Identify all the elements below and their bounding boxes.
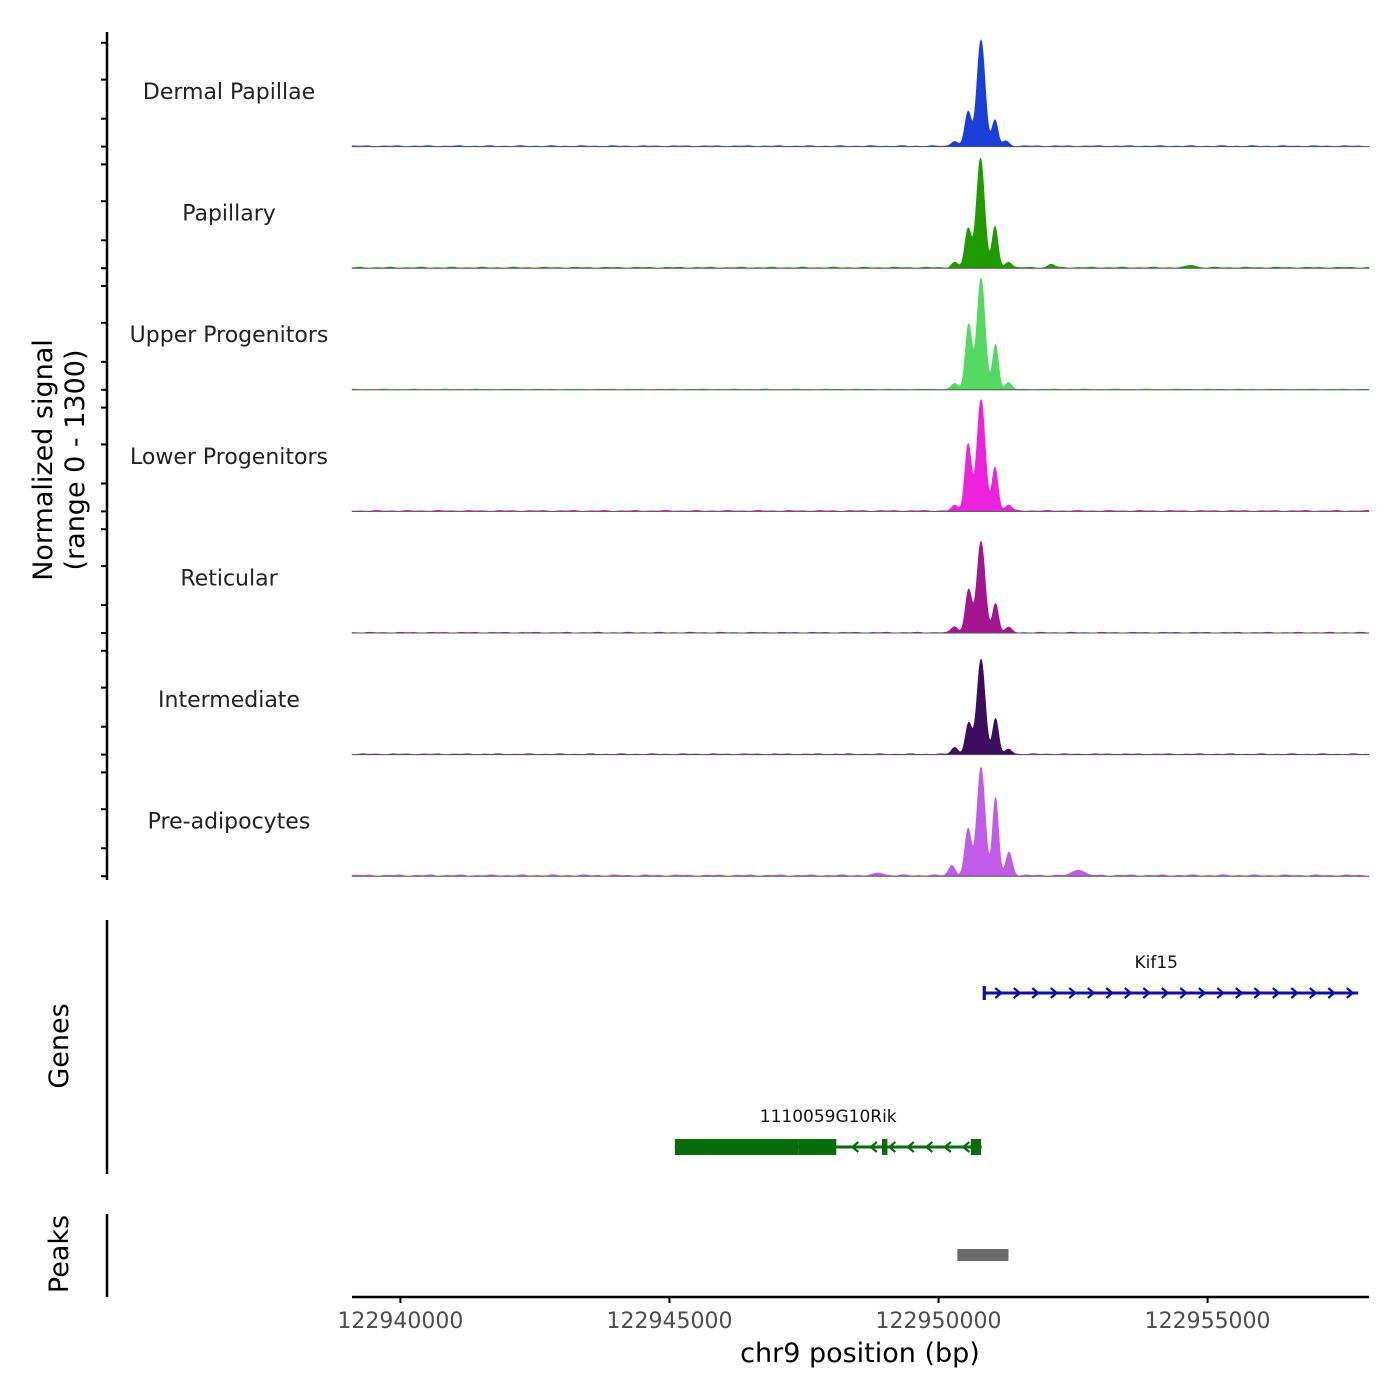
track-label: Pre-adipocytes xyxy=(148,810,311,835)
strand-arrow xyxy=(1235,987,1244,999)
strand-arrow xyxy=(1105,987,1114,999)
strand-arrow xyxy=(943,1141,952,1153)
strand-arrow xyxy=(924,1141,934,1153)
gene-label: Kif15 xyxy=(1135,953,1179,973)
signal-area xyxy=(351,399,1370,512)
peaks-axis-title: Peaks xyxy=(44,1215,75,1293)
signal-y-axis xyxy=(101,32,109,880)
gene-exon xyxy=(798,1139,837,1155)
track-label: Papillary xyxy=(182,202,276,227)
signal-area xyxy=(351,540,1370,634)
strand-arrow xyxy=(869,1141,878,1153)
track-label: Lower Progenitors xyxy=(130,445,328,470)
x-axis: 122940000 122945000 122950000 122955000 xyxy=(337,1295,1369,1334)
gene-exon xyxy=(674,1139,799,1155)
track-label: Intermediate xyxy=(158,688,300,713)
y-axis-range: (range 0 - 1300) xyxy=(60,350,91,571)
track-label: Dermal Papillae xyxy=(143,80,315,105)
gene-exon xyxy=(982,986,986,1000)
gene-exon xyxy=(882,1139,888,1155)
strand-arrow xyxy=(994,987,1003,999)
x-tick-label: 122955000 xyxy=(1145,1309,1271,1334)
x-tick-label: 122940000 xyxy=(337,1309,463,1334)
strand-arrow xyxy=(1309,987,1318,999)
x-axis-title: chr9 position (bp) xyxy=(740,1338,980,1369)
strand-arrow xyxy=(1290,987,1299,999)
peak-region xyxy=(957,1249,1009,1261)
signal-area xyxy=(351,766,1370,877)
signal-tracks: Dermal Papillae Papillary Upper Progenitor… xyxy=(130,39,1370,877)
strand-arrow xyxy=(1087,987,1096,999)
strand-arrow xyxy=(1013,987,1022,999)
strand-arrow xyxy=(1216,987,1225,999)
x-tick-label: 122945000 xyxy=(606,1309,732,1334)
strand-arrow xyxy=(1031,987,1040,999)
gene-label: 1110059G10Rik xyxy=(760,1107,897,1127)
strand-arrow xyxy=(961,1141,971,1153)
gene-annotations: Kif15 1110059G10Rik xyxy=(674,953,1359,1155)
strand-arrow xyxy=(1161,987,1170,999)
track-label: Upper Progenitors xyxy=(130,323,329,348)
strand-arrow xyxy=(1327,987,1336,999)
strand-arrow xyxy=(1142,987,1151,999)
strand-arrow xyxy=(1346,987,1355,999)
strand-arrow xyxy=(1272,987,1281,999)
genes-axis-title: Genes xyxy=(44,1003,75,1088)
strand-arrow xyxy=(1068,987,1077,999)
signal-area xyxy=(351,157,1370,269)
track-label: Reticular xyxy=(180,566,278,591)
peak-regions xyxy=(957,1249,1009,1261)
strand-arrow xyxy=(887,1141,897,1153)
x-tick-label: 122950000 xyxy=(876,1309,1002,1334)
strand-arrow xyxy=(906,1141,915,1153)
strand-arrow xyxy=(1179,987,1188,999)
y-axis-title: Normalized signal xyxy=(28,339,59,581)
strand-arrow xyxy=(850,1141,860,1153)
signal-area xyxy=(351,39,1370,147)
strand-arrow xyxy=(1124,987,1133,999)
strand-arrow xyxy=(1253,987,1262,999)
strand-arrow xyxy=(1050,987,1059,999)
signal-area xyxy=(351,277,1370,391)
signal-area xyxy=(351,658,1370,755)
gene-exon xyxy=(970,1139,982,1155)
strand-arrow xyxy=(1198,987,1207,999)
